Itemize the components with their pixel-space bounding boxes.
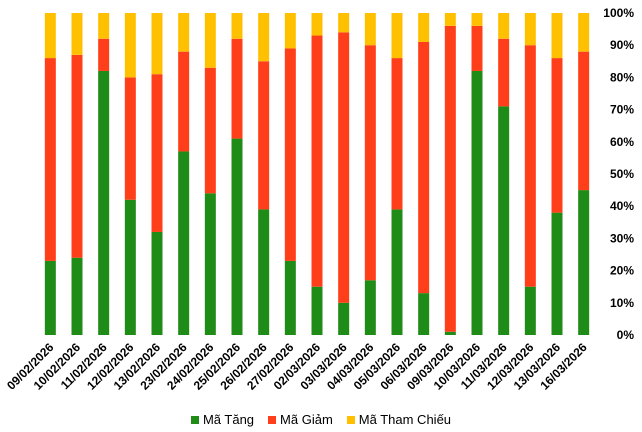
legend-label-decrease: Mã Giảm (280, 412, 333, 427)
bar-decrease-6 (178, 51, 190, 152)
legend-item-reference: Mã Tham Chiếu (346, 412, 452, 427)
bar-reference-5 (151, 13, 163, 75)
legend-swatch-decrease (268, 415, 277, 424)
bar-increase-4 (124, 199, 136, 335)
bar-decrease-7 (204, 67, 216, 194)
bar-reference-8 (231, 13, 243, 39)
bar-decrease-10 (284, 48, 296, 261)
bar-decrease-11 (311, 35, 323, 287)
bar-decrease-16 (444, 25, 456, 332)
bar-decrease-15 (418, 41, 430, 294)
bar-decrease-1 (44, 58, 56, 261)
bar-decrease-9 (258, 61, 270, 210)
bar-increase-9 (258, 209, 270, 335)
bar-increase-16 (444, 331, 456, 335)
bar-increase-15 (418, 293, 430, 335)
bar-increase-8 (231, 138, 243, 335)
y-tick-label: 20% (610, 264, 634, 278)
bar-decrease-18 (498, 38, 510, 107)
bar-increase-19 (524, 286, 536, 335)
y-tick-label: 0% (617, 328, 635, 342)
legend-label-reference: Mã Tham Chiếu (358, 412, 452, 427)
bar-decrease-2 (71, 54, 83, 258)
bar-decrease-20 (551, 58, 563, 213)
bar-decrease-12 (338, 32, 350, 303)
bar-reference-3 (98, 13, 110, 39)
bar-reference-20 (551, 13, 563, 59)
legend-item-increase: Mã Tăng (190, 412, 255, 427)
bar-reference-21 (578, 13, 590, 52)
bar-decrease-14 (391, 58, 403, 210)
bar-decrease-13 (364, 45, 376, 281)
bar-decrease-17 (471, 25, 483, 71)
bar-increase-21 (578, 190, 590, 335)
bar-reference-12 (338, 13, 350, 33)
y-tick-label: 10% (610, 296, 634, 310)
bar-increase-13 (364, 280, 376, 335)
bar-increase-3 (98, 70, 110, 336)
bar-reference-9 (258, 13, 270, 62)
bar-increase-18 (498, 106, 510, 335)
y-tick-label: 50% (610, 167, 634, 181)
y-tick-label: 90% (610, 38, 634, 52)
bar-increase-11 (311, 286, 323, 335)
bar-increase-7 (204, 193, 216, 335)
bar-decrease-19 (524, 45, 536, 287)
y-tick-label: 40% (610, 199, 634, 213)
bar-decrease-5 (151, 74, 163, 232)
bars-group (44, 13, 590, 336)
bar-increase-2 (71, 257, 83, 335)
y-tick-label: 60% (610, 135, 634, 149)
y-tick-label: 30% (610, 231, 634, 245)
bar-reference-10 (284, 13, 296, 49)
bar-reference-17 (471, 13, 483, 26)
bar-increase-10 (284, 260, 296, 335)
bar-reference-1 (44, 13, 56, 59)
y-axis-ticks: 0% 10% 20% 30% 40% 50% 60% 70% 80% 90% 100% (603, 6, 634, 342)
bar-decrease-3 (98, 38, 110, 71)
bar-reference-14 (391, 13, 403, 59)
bar-reference-13 (364, 13, 376, 46)
y-tick-label: 70% (610, 103, 634, 117)
bar-reference-15 (418, 13, 430, 42)
bar-reference-6 (178, 13, 190, 52)
y-tick-label: 100% (603, 6, 634, 20)
bar-increase-12 (338, 302, 350, 335)
bar-reference-4 (124, 13, 136, 78)
legend-swatch-increase (190, 415, 199, 424)
bar-reference-2 (71, 13, 83, 55)
bar-decrease-21 (578, 51, 590, 191)
bar-increase-17 (471, 70, 483, 336)
bar-reference-7 (204, 13, 216, 68)
stacked-bar-chart: 0% 10% 20% 30% 40% 50% 60% 70% 80% 90% 100% 09/02/… (4, 6, 634, 393)
legend: Mã Tăng Mã Giảm Mã Tham Chiếu (0, 412, 642, 427)
bar-increase-6 (178, 151, 190, 335)
bar-reference-18 (498, 13, 510, 39)
bar-reference-19 (524, 13, 536, 46)
bar-increase-14 (391, 209, 403, 335)
bar-increase-1 (44, 260, 56, 335)
legend-swatch-reference (346, 415, 355, 424)
legend-item-decrease: Mã Giảm (268, 412, 333, 427)
bar-decrease-4 (124, 77, 136, 200)
bar-increase-20 (551, 212, 563, 335)
bar-reference-16 (444, 13, 456, 26)
x-axis-ticks: 09/02/202610/02/202611/02/202612/02/2026… (4, 340, 590, 393)
bar-reference-11 (311, 13, 323, 36)
bar-increase-5 (151, 231, 163, 335)
bar-decrease-8 (231, 38, 243, 139)
y-tick-label: 80% (610, 70, 634, 84)
legend-label-increase: Mã Tăng (202, 412, 255, 427)
